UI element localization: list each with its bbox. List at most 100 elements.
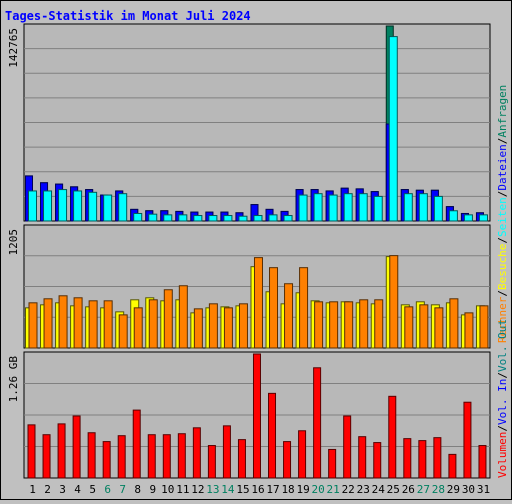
bar-bottom-volumen-day-9 [147, 434, 156, 479]
x-tick-label-day-3: 3 [59, 483, 66, 496]
bar-top-seiten-day-5 [88, 191, 98, 222]
bar-middle-rechner-day-15 [238, 303, 248, 349]
bar-top-seiten-day-18 [283, 215, 293, 222]
bar-bottom-volumen-day-31 [478, 445, 487, 479]
bar-bottom-volumen-day-24 [373, 442, 382, 479]
bar-top-seiten-day-21 [328, 194, 338, 222]
x-tick-label-day-27: 27 [417, 483, 430, 496]
right-legend-top-separator: / [496, 191, 509, 198]
bar-top-seiten-day-26 [403, 193, 413, 222]
x-tick-label-day-20: 20 [312, 483, 325, 496]
x-tick-label-day-15: 15 [236, 483, 249, 496]
bar-top-seiten-day-25 [388, 36, 398, 222]
bar-top-seiten-day-27 [418, 193, 428, 222]
legend-entry-besuche: Besuche [496, 244, 509, 290]
x-tick-label-day-12: 12 [191, 483, 204, 496]
bar-top-seiten-day-15 [238, 215, 248, 222]
bar-top-seiten-day-19 [298, 194, 308, 222]
x-tick-label-day-21: 21 [327, 483, 340, 496]
bar-middle-rechner-day-23 [359, 299, 369, 349]
x-tick-label-day-24: 24 [372, 483, 386, 496]
bar-bottom-volumen-day-12 [192, 427, 201, 479]
x-tick-label-day-28: 28 [432, 483, 445, 496]
x-tick-label-day-29: 29 [447, 483, 460, 496]
x-tick-label-day-14: 14 [221, 483, 235, 496]
x-tick-label-day-2: 2 [44, 483, 51, 496]
bar-middle-rechner-day-16 [253, 257, 263, 349]
bar-bottom-volumen-day-30 [463, 401, 472, 479]
bar-top-seiten-day-9 [148, 213, 158, 222]
bar-top-seiten-day-2 [43, 190, 53, 222]
bar-top-seiten-day-8 [133, 212, 143, 222]
bar-top-seiten-day-30 [463, 214, 473, 222]
x-tick-label-day-16: 16 [251, 483, 264, 496]
bar-middle-rechner-day-21 [329, 301, 339, 349]
bar-bottom-volumen-day-16 [252, 353, 261, 479]
right-legend-bottom-separator: / [496, 425, 509, 432]
bar-bottom-volumen-day-1 [27, 424, 36, 479]
bar-middle-rechner-day-14 [223, 307, 233, 349]
bar-top-seiten-day-7 [118, 193, 128, 222]
legend-entry-volumen: Volumen [496, 432, 509, 478]
legend-entry-anfragen: Anfragen [496, 85, 509, 138]
bar-bottom-volumen-day-2 [42, 434, 51, 479]
x-tick-label-day-9: 9 [149, 483, 156, 496]
bar-top-seiten-day-12 [193, 215, 203, 222]
bar-middle-rechner-day-11 [178, 285, 188, 349]
bar-middle-rechner-day-31 [479, 305, 489, 349]
bar-bottom-volumen-day-21 [328, 448, 337, 479]
bar-top-seiten-day-1 [28, 190, 37, 222]
bar-top-seiten-day-14 [223, 215, 233, 222]
right-legend-bottom: Volumen/Vol. In/Vol. Out [496, 319, 509, 478]
x-tick-label-day-13: 13 [206, 483, 219, 496]
bar-bottom-volumen-day-5 [87, 432, 96, 479]
bar-top-seiten-day-11 [178, 214, 188, 222]
bar-top-seiten-day-4 [73, 190, 83, 222]
bar-bottom-volumen-day-19 [298, 430, 307, 479]
x-tick-label-day-17: 17 [266, 483, 279, 496]
bar-middle-rechner-day-12 [193, 308, 203, 349]
bar-bottom-volumen-day-7 [117, 435, 126, 479]
bar-top-seiten-day-24 [373, 195, 383, 222]
x-tick-label-day-6: 6 [104, 483, 111, 496]
bar-bottom-volumen-day-27 [418, 440, 427, 479]
x-tick-label-day-1: 1 [29, 483, 36, 496]
bar-middle-rechner-day-18 [284, 283, 294, 349]
bar-bottom-volumen-day-8 [132, 409, 141, 479]
bar-top-seiten-day-3 [58, 189, 68, 222]
bar-bottom-volumen-day-18 [283, 441, 292, 479]
bar-middle-rechner-day-28 [434, 307, 444, 349]
bar-top-seiten-day-10 [163, 214, 173, 222]
bar-middle-rechner-day-9 [148, 299, 158, 349]
legend-entry-vol-out: Vol. Out [496, 319, 509, 372]
x-tick-label-day-11: 11 [176, 483, 189, 496]
x-tick-label-day-10: 10 [161, 483, 174, 496]
legend-entry-dateien: Dateien [496, 144, 509, 190]
bar-top-seiten-day-23 [358, 193, 368, 222]
bar-bottom-volumen-day-11 [177, 433, 186, 479]
bar-top-seiten-day-16 [253, 215, 263, 222]
bar-middle-rechner-day-30 [464, 312, 474, 349]
bar-bottom-volumen-day-28 [433, 437, 442, 479]
bar-bottom-volumen-day-17 [268, 392, 277, 479]
x-tick-label-day-30: 30 [462, 483, 475, 496]
x-tick-label-day-23: 23 [357, 483, 370, 496]
bar-middle-rechner-day-27 [419, 304, 429, 349]
bar-middle-rechner-day-26 [404, 306, 414, 349]
right-legend-top-separator: / [496, 237, 509, 244]
panel-bottom-max-label: 1.26 GB [7, 356, 20, 403]
bar-bottom-volumen-day-20 [313, 367, 322, 479]
bar-bottom-volumen-day-3 [57, 423, 66, 479]
bar-middle-rechner-day-10 [163, 289, 173, 349]
bar-bottom-volumen-day-22 [343, 415, 352, 479]
x-tick-label-day-5: 5 [89, 483, 96, 496]
bar-middle-rechner-day-2 [43, 298, 53, 349]
x-tick-label-day-18: 18 [281, 483, 294, 496]
bar-middle-rechner-day-25 [389, 255, 399, 349]
panel-middle-max-label: 1205 [7, 229, 20, 256]
x-tick-label-day-8: 8 [134, 483, 141, 496]
bar-middle-rechner-day-24 [374, 299, 384, 349]
bar-middle-rechner-day-13 [208, 303, 218, 349]
bar-top-seiten-day-31 [478, 214, 488, 222]
